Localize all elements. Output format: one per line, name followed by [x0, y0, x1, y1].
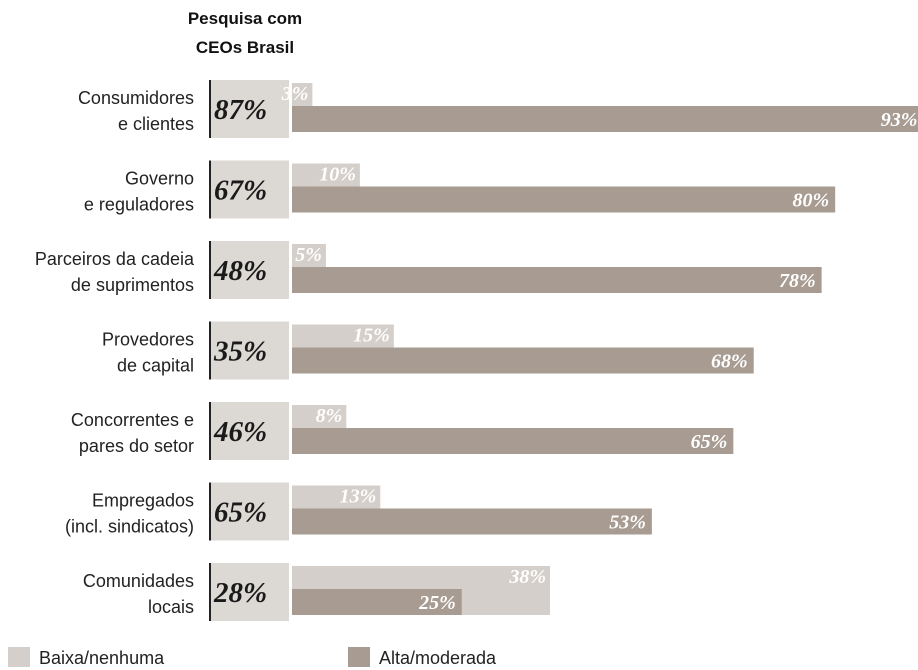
chart-header: Pesquisa com CEOs Brasil [188, 9, 302, 57]
legend-item-alta: Alta/moderada [348, 647, 497, 668]
brasil-value: 87% [214, 94, 267, 126]
category-label: Concorrentes e [71, 410, 194, 430]
bar-alta [292, 267, 822, 293]
category-label: Consumidores [78, 88, 194, 108]
category-label: e reguladores [84, 195, 194, 215]
category-label: Empregados [92, 491, 194, 511]
brasil-value: 67% [214, 175, 267, 207]
bar-label-baixa: 3% [281, 83, 309, 105]
brasil-value: 28% [213, 577, 267, 609]
bar-label-alta: 65% [691, 431, 728, 453]
bar-label-baixa: 5% [295, 244, 322, 266]
bar-label-alta: 78% [779, 270, 816, 292]
brasil-box [209, 241, 289, 299]
divider-line [209, 241, 211, 299]
divider-line [209, 563, 211, 621]
category-label: Parceiros da cadeia [35, 249, 195, 269]
brasil-value: 65% [214, 497, 267, 529]
category-label: de capital [117, 356, 194, 376]
category-label: (incl. sindicatos) [65, 517, 194, 537]
chart-row: Governo e reguladores 67% 10% 80% [84, 160, 836, 219]
divider-line [209, 160, 211, 219]
bar-alta [292, 428, 734, 454]
bar-label-alta: 25% [418, 592, 456, 614]
bar-alta [292, 589, 462, 615]
brasil-box [209, 563, 289, 621]
legend-swatch [348, 647, 370, 667]
header-line-1: Pesquisa com [188, 9, 302, 28]
bar-alta [292, 347, 754, 374]
divider-line [209, 80, 211, 138]
category-label: e clientes [118, 114, 194, 134]
bar-label-baixa: 38% [508, 566, 546, 588]
bar-label-baixa: 8% [316, 405, 343, 427]
category-label: Comunidades [83, 571, 194, 591]
legend-label: Alta/moderada [379, 648, 497, 668]
chart-row: Empregados (incl. sindicatos) 65% 13% 53% [65, 482, 652, 541]
bar-label-baixa: 10% [319, 164, 356, 186]
category-label: de suprimentos [71, 275, 194, 295]
bar-label-baixa: 13% [340, 486, 377, 508]
divider-line [209, 402, 211, 460]
brasil-value: 35% [213, 336, 267, 368]
brasil-value: 48% [213, 255, 267, 287]
bar-alta [292, 508, 652, 535]
legend: Baixa/nenhuma Alta/moderada [8, 647, 497, 668]
category-label: Governo [125, 169, 194, 189]
legend-swatch [8, 647, 30, 667]
brasil-value: 46% [213, 416, 267, 448]
bar-alta [292, 186, 836, 213]
category-label: Provedores [102, 330, 194, 350]
brasil-box [209, 160, 289, 219]
chart-rows: Consumidores e clientes 87% 3% 93% Governo e r… [35, 80, 918, 621]
chart-row: Consumidores e clientes 87% 3% 93% [78, 80, 918, 138]
bar-alta [292, 106, 918, 132]
header-line-2: CEOs Brasil [196, 38, 294, 57]
chart-row: Comunidades locais 28% 38% 25% [83, 563, 551, 621]
bar-label-alta: 53% [609, 512, 646, 534]
legend-item-baixa: Baixa/nenhuma [8, 647, 165, 668]
brasil-box [209, 482, 289, 541]
brasil-box [209, 80, 289, 138]
chart-row: Provedores de capital 35% 15% 68% [102, 321, 754, 380]
divider-line [209, 482, 211, 541]
divider-line [209, 321, 211, 380]
legend-label: Baixa/nenhuma [39, 648, 165, 668]
category-label: locais [148, 597, 194, 617]
brasil-box [209, 402, 289, 460]
chart-row: Parceiros da cadeia de suprimentos 48% 5% 78… [35, 241, 822, 299]
bar-label-baixa: 15% [353, 325, 390, 347]
bar-label-alta: 68% [711, 351, 748, 373]
bar-label-alta: 80% [793, 190, 830, 212]
bar-label-alta: 93% [881, 109, 918, 131]
chart-row: Concorrentes e pares do setor 46% 8% 65% [71, 402, 734, 460]
brasil-box [209, 321, 289, 380]
category-label: pares do setor [79, 436, 194, 456]
